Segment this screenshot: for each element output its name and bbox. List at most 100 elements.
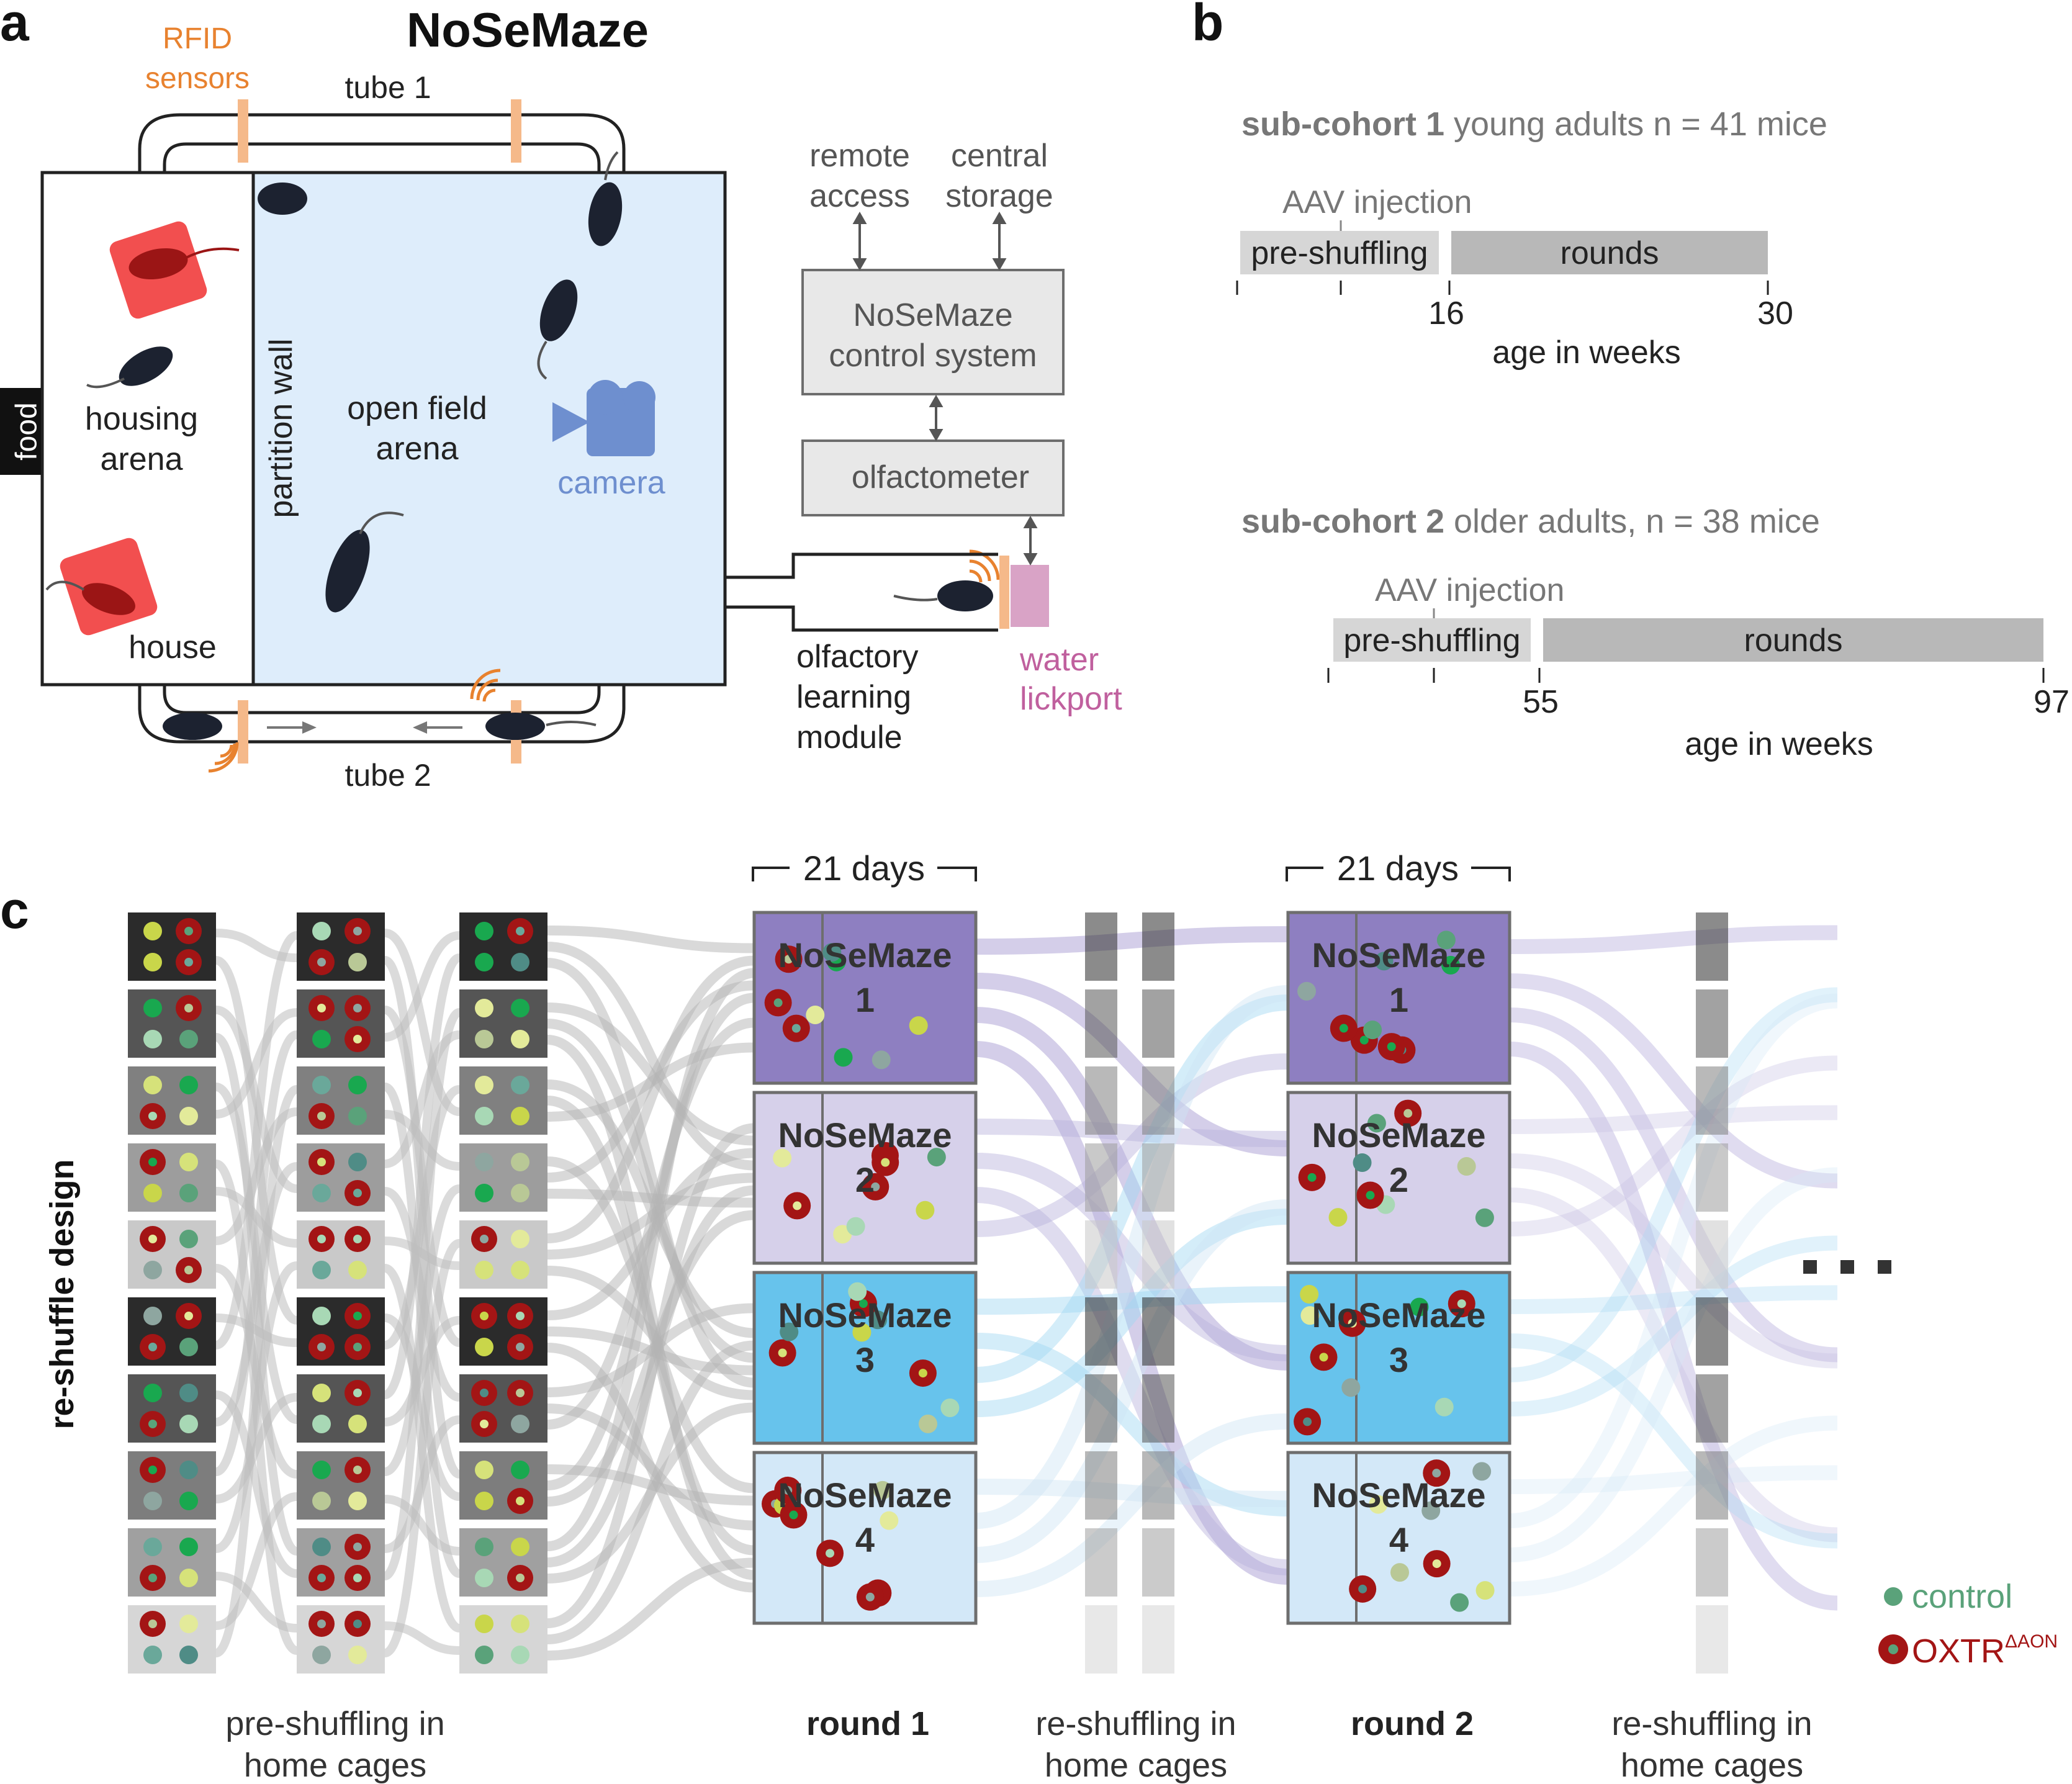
control-mouse-dot <box>312 1646 331 1664</box>
stage-label-round-2: round 2 <box>1351 1705 1474 1742</box>
oxtr-mouse-dot-core <box>353 1574 362 1582</box>
flow-ribbon <box>975 1041 1289 1585</box>
flow-ribbon <box>1509 1415 1838 1597</box>
flow-ribbon <box>1509 1055 1838 1237</box>
control-mouse-dot <box>312 1492 331 1510</box>
control-mouse-dot <box>780 1322 799 1341</box>
flow-ribbon <box>547 968 755 1551</box>
control-mouse-dot <box>143 1184 162 1202</box>
flow-ribbon <box>1509 1105 1838 1134</box>
aav-injection-label: AAV injection <box>1375 572 1564 608</box>
control-mouse-dot <box>475 1261 493 1279</box>
flow-ribbon <box>384 1495 460 1556</box>
reshuffle-home-cage <box>1085 1528 1117 1597</box>
control-mouse-dot <box>143 1030 162 1048</box>
legend-oxtr-label: OXTRΔAON <box>1912 1631 2058 1670</box>
rounds-label: rounds <box>1561 235 1659 271</box>
rounds-bar <box>1543 618 2043 662</box>
control-mouse-dot <box>511 953 529 971</box>
oxtr-mouse-dot-core <box>317 1574 326 1582</box>
flow-ribbon <box>1509 1153 1838 1369</box>
legend-oxtr-text: OXTR <box>1912 1633 2005 1670</box>
control-mouse-dot <box>179 1415 198 1433</box>
flow-ribbon <box>215 1572 297 1633</box>
control-mouse-dot <box>1328 1208 1348 1227</box>
control-mouse-dot <box>143 1261 162 1279</box>
home-cage <box>297 1605 385 1674</box>
control-mouse-dot <box>848 1282 867 1301</box>
tube-direction-arrow <box>267 721 317 734</box>
stage-label-preshuffle: home cages <box>244 1747 426 1784</box>
flow-ribbon <box>1509 1333 1838 1549</box>
oxtr-mouse-dot-core <box>353 1466 362 1474</box>
open-field-label: open field <box>347 390 487 426</box>
home-cage <box>459 1605 547 1674</box>
rfid-label: sensors <box>145 62 250 95</box>
olfactometer-box <box>801 439 1065 516</box>
control-mouse-dot <box>475 1030 493 1048</box>
control-mouse-dot <box>179 1646 198 1664</box>
tube-2-inner <box>163 683 601 714</box>
control-mouse-dot <box>1300 1285 1319 1304</box>
module-connector <box>725 552 998 579</box>
control-mouse-dot <box>143 1646 162 1664</box>
control-mouse-dot <box>846 1217 865 1236</box>
control-mouse-dot <box>1421 1501 1441 1520</box>
control-mouse-dot <box>873 1480 892 1500</box>
flow-ribbon <box>975 1119 1289 1147</box>
oxtr-mouse-dot-core <box>1303 1417 1312 1426</box>
re-shuffle-design-label: re-shuffle design <box>43 1159 81 1429</box>
duration-bracket <box>752 867 1511 881</box>
home-cage <box>128 989 216 1058</box>
home-cage <box>128 1297 216 1366</box>
oxtr-mouse-dot-core <box>353 1343 362 1351</box>
nosemaze-unit-number: 3 <box>855 1340 875 1379</box>
tube-2-outer <box>138 683 626 744</box>
panel-a: a NoSeMaze RFID sensors tube 1 tube 2 <box>0 0 1122 793</box>
oxtr-mouse-dot-core <box>516 927 525 935</box>
flow-ribbon <box>975 1007 1289 1371</box>
oxtr-mouse-dot-core <box>148 1466 157 1474</box>
panel-c: c re-shuffle design NoSeMaze1NoSeMaze2No… <box>0 849 2058 1784</box>
flow-ribbon <box>547 1156 755 1493</box>
reshuffle-home-cage <box>1696 1297 1728 1366</box>
remote-access-label: remote <box>809 138 910 174</box>
control-mouse-dot <box>511 1646 529 1664</box>
oxtr-mouse-dot-core <box>858 1299 868 1309</box>
control-mouse-dot <box>1435 1397 1454 1417</box>
rfid-sensor <box>238 700 248 764</box>
flow-ribbon <box>975 1053 1289 1237</box>
control-mouse-dot <box>511 1230 529 1248</box>
flow-ribbon <box>975 1333 1289 1516</box>
control-mouse-dot <box>916 1201 935 1220</box>
control-mouse-dot <box>312 1415 331 1433</box>
control-mouse-dot <box>348 1261 367 1279</box>
oxtr-mouse-dot-core <box>353 1620 362 1628</box>
duration-label: 21 days <box>1337 849 1459 888</box>
control-mouse-dot <box>1353 1153 1372 1173</box>
home-cage <box>459 1374 547 1443</box>
control-mouse-dot <box>852 1323 872 1342</box>
nosemaze-unit-number: 2 <box>1389 1160 1408 1199</box>
stage-label-reshuffle-2: home cages <box>1621 1747 1803 1784</box>
control-mouse-dot <box>475 1076 493 1094</box>
control-mouse-dot <box>348 1107 367 1125</box>
oxtr-mouse-dot-core <box>317 958 326 966</box>
control-mouse-dot <box>348 1492 367 1510</box>
food-label: food <box>11 402 43 460</box>
home-cage <box>128 1143 216 1212</box>
oxtr-mouse-dot-core <box>1359 1035 1369 1045</box>
legend-control-label: control <box>1912 1578 2012 1615</box>
control-mouse-dot <box>511 1415 529 1433</box>
oxtr-mouse-dot-core <box>778 1348 787 1358</box>
control-mouse-dot <box>312 1030 331 1048</box>
control-mouse-dot <box>143 953 162 971</box>
home-cage <box>128 1528 216 1597</box>
control-mouse-dot <box>927 1148 946 1167</box>
reshuffle-home-cage <box>1696 912 1728 981</box>
water-lickport <box>1011 565 1049 627</box>
cohort-title: sub-cohort 1 young adults n = 41 mice <box>1241 106 1827 143</box>
flow-ribbon <box>215 1008 297 1119</box>
control-mouse-dot <box>475 1646 493 1664</box>
flow-ribbon <box>975 1153 1289 1361</box>
